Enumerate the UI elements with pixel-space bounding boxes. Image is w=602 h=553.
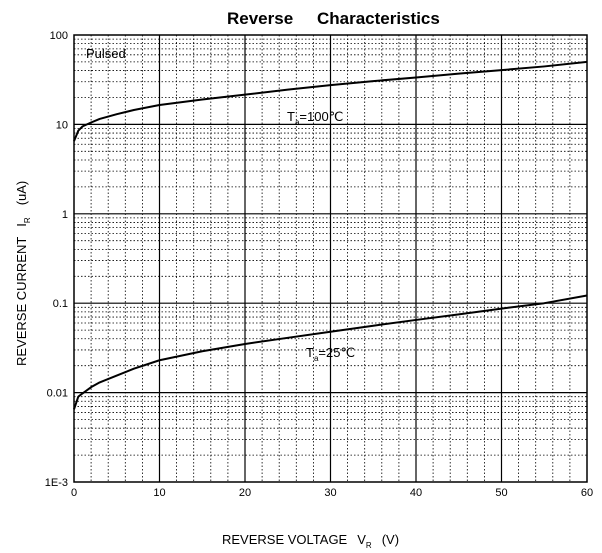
y-axis-label-sub: R bbox=[23, 217, 32, 223]
x-tick-label: 30 bbox=[324, 487, 336, 499]
curve-label-100c-post: =100℃ bbox=[299, 109, 343, 124]
chart-title-left: Reverse bbox=[227, 9, 293, 28]
curve-label-100c-sub: a bbox=[295, 118, 300, 127]
y-axis-label-main: REVERSE CURRENT bbox=[14, 237, 29, 366]
y-axis-label-unit: (uA) bbox=[14, 181, 29, 206]
series-curve-25c bbox=[73, 294, 588, 410]
chart-title: Reverse Characteristics bbox=[227, 9, 440, 28]
x-tick-label: 10 bbox=[153, 487, 165, 499]
y-tick-label: 10 bbox=[56, 119, 68, 131]
y-tick-label: 1E-3 bbox=[45, 477, 68, 489]
pulsed-note: Pulsed bbox=[86, 46, 126, 61]
major-grid bbox=[73, 34, 588, 483]
series-layer bbox=[73, 60, 588, 410]
y-axis-label-symbol: I bbox=[14, 223, 29, 227]
tick-labels: 0 10 20 30 40 50 60 1E-3 0.01 0.1 1 10 100 bbox=[45, 30, 593, 499]
x-tick-label: 60 bbox=[581, 487, 593, 499]
x-tick-label: 40 bbox=[410, 487, 422, 499]
y-axis-label: REVERSE CURRENT IR (uA) bbox=[14, 181, 32, 366]
curve-label-25c: Ta=25℃ bbox=[306, 345, 355, 363]
x-axis-label-text: REVERSE VOLTAGE VR (V) bbox=[222, 532, 399, 550]
curve-label-25c-post: =25℃ bbox=[318, 345, 355, 360]
chart-title-right: Characteristics bbox=[317, 9, 440, 28]
x-axis-label-symbol: V bbox=[357, 532, 366, 547]
y-tick-label: 0.1 bbox=[53, 298, 68, 310]
curve-label-25c-pre: T bbox=[306, 345, 314, 360]
x-axis-label: REVERSE VOLTAGE VR (V) bbox=[222, 532, 399, 550]
annotation-layer: Pulsed Ta=100℃ Ta=25℃ bbox=[86, 46, 355, 363]
x-tick-label: 0 bbox=[71, 487, 77, 499]
x-tick-label: 20 bbox=[239, 487, 251, 499]
plot-frame bbox=[73, 34, 588, 483]
curve-label-25c-sub: a bbox=[314, 354, 319, 363]
x-axis-label-sub: R bbox=[366, 541, 372, 550]
x-tick-label: 50 bbox=[495, 487, 507, 499]
y-tick-label: 1 bbox=[62, 209, 68, 221]
y-tick-label: 0.01 bbox=[47, 388, 68, 400]
curve-label-100c-pre: T bbox=[287, 109, 295, 124]
series-curve-100c bbox=[73, 60, 588, 142]
y-axis-label-text: REVERSE CURRENT IR (uA) bbox=[14, 181, 32, 366]
x-axis-label-unit: (V) bbox=[382, 532, 399, 547]
curve-label-100c: Ta=100℃ bbox=[287, 109, 343, 127]
y-tick-label: 100 bbox=[50, 30, 68, 42]
x-axis-label-main: REVERSE VOLTAGE bbox=[222, 532, 348, 547]
